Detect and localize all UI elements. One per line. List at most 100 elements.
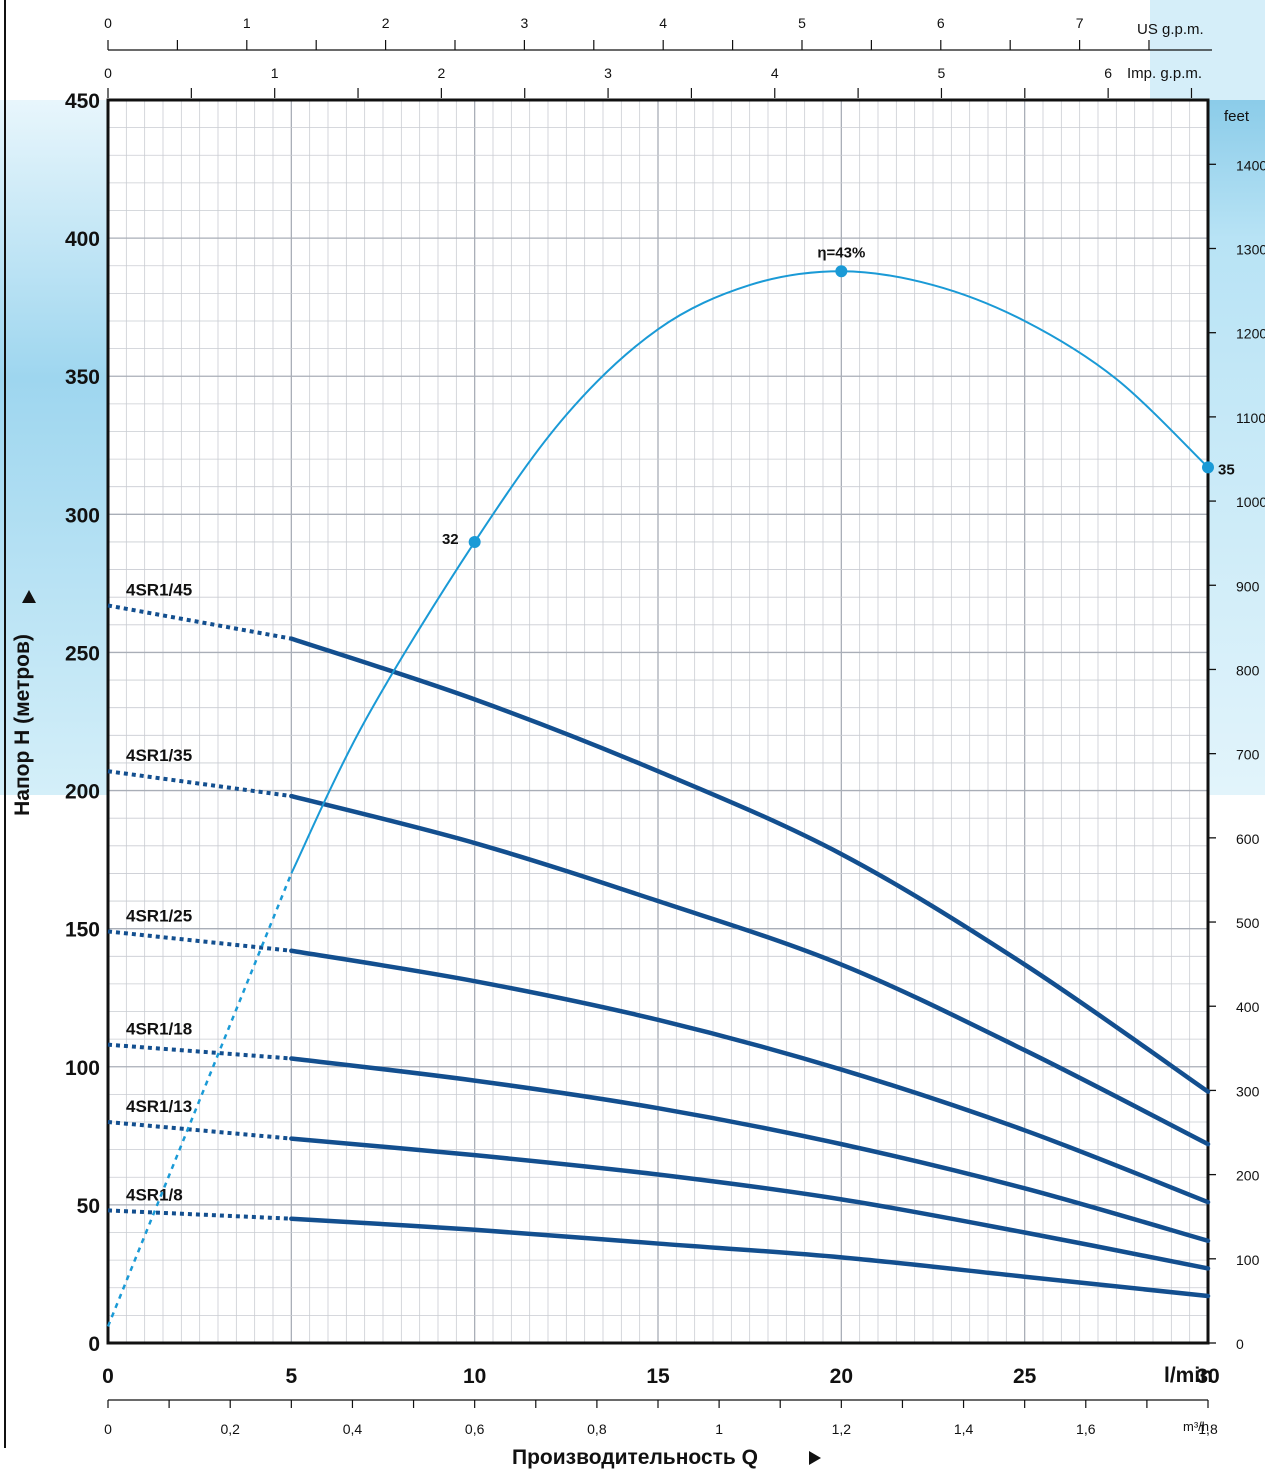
- imp-gpm-tick-label: 1: [271, 65, 279, 81]
- y-tick-label: 300: [65, 504, 100, 527]
- us-gpm-tick-label: 4: [659, 15, 667, 31]
- series-4SR1-35: 4SR1/35: [107, 746, 1211, 1147]
- feet-tick-label: 1200: [1236, 326, 1265, 342]
- x-axis-arrow-icon: [809, 1451, 821, 1465]
- series-line: [289, 1216, 1211, 1299]
- x-tick-label: 5: [285, 1365, 297, 1388]
- series-label: 4SR1/25: [126, 906, 192, 925]
- m3h-tick-label: 1,2: [832, 1421, 852, 1437]
- series-label: 4SR1/45: [126, 580, 192, 599]
- efficiency-marker: [468, 535, 481, 548]
- x-tick-label: 20: [830, 1365, 853, 1388]
- x-axis-lmin: 0 5 10 15 20 25 30: [102, 1365, 1220, 1388]
- feet-tick-label: 900: [1236, 578, 1260, 594]
- us-gpm-tick-label: 3: [520, 15, 528, 31]
- x-axis-top-us-gpm: 0 1 2 3 4 5 6 7: [104, 15, 1212, 51]
- efficiency-marker-label: 35: [1218, 461, 1235, 478]
- x-unit-m3h: m³/h: [1183, 1419, 1209, 1434]
- us-gpm-tick-label: 6: [937, 15, 945, 31]
- pump-curves: 4SR1/45 4SR1/35 4SR1/25 4SR1/18 4SR1/13 4SR1/…: [107, 580, 1211, 1299]
- y-tick-label: 350: [65, 366, 100, 389]
- m3h-tick-label: 1,6: [1076, 1421, 1096, 1437]
- efficiency-curve: 32 η=43% 35: [106, 244, 1235, 1327]
- m3h-tick-label: 0,6: [465, 1421, 485, 1437]
- imp-gpm-tick-label: 5: [938, 65, 946, 81]
- feet-tick-label: 700: [1236, 747, 1260, 763]
- m3h-tick-label: 1,4: [954, 1421, 974, 1437]
- series-line: [289, 948, 1211, 1205]
- efficiency-marker: [835, 265, 848, 278]
- x-tick-label: 30: [1196, 1365, 1219, 1388]
- y-tick-label: 150: [65, 919, 100, 942]
- series-4SR1-18: 4SR1/18: [107, 1020, 1211, 1244]
- x-axis-m3h: 0 0,2 0,4 0,6 0,8 1 1,2 1,4 1,6 1,8: [104, 1399, 1218, 1437]
- feet-tick-label: 0: [1236, 1336, 1244, 1352]
- series-dashed-segment: [107, 1208, 292, 1221]
- series-dashed-segment: [107, 603, 292, 641]
- feet-tick-label: 1000: [1236, 494, 1265, 510]
- us-gpm-tick-label: 1: [243, 15, 251, 31]
- y-tick-label: 450: [65, 90, 100, 113]
- efficiency-dashed-segment: [106, 872, 293, 1327]
- m3h-tick-label: 0: [104, 1421, 112, 1437]
- efficiency-marker: [1202, 461, 1214, 474]
- water-band-right: [1208, 0, 1265, 795]
- efficiency-marker-label: η=43%: [817, 244, 865, 261]
- imp-gpm-tick-label: 4: [771, 65, 779, 81]
- efficiency-marker-label: 32: [442, 531, 459, 548]
- y-tick-label: 250: [65, 642, 100, 665]
- y-tick-label: 200: [65, 781, 100, 804]
- series-4SR1-25: 4SR1/25: [107, 906, 1211, 1205]
- feet-tick-label: 800: [1236, 662, 1260, 678]
- m3h-tick-label: 1: [715, 1421, 723, 1437]
- m3h-tick-label: 1,8: [1198, 1421, 1218, 1437]
- series-dashed-segment: [107, 769, 292, 799]
- series-label: 4SR1/8: [126, 1185, 183, 1204]
- x-tick-label: 15: [646, 1365, 670, 1388]
- imp-gpm-tick-label: 0: [104, 65, 112, 81]
- x-tick-label: 0: [102, 1365, 114, 1388]
- series-4SR1-13: 4SR1/13: [107, 1097, 1211, 1271]
- x-axis-top-imp-gpm: 0 1 2 3 4 5 6: [104, 65, 1193, 98]
- series-label: 4SR1/35: [126, 746, 192, 765]
- imp-gpm-tick-label: 6: [1104, 65, 1112, 81]
- series-4SR1-8: 4SR1/8: [107, 1185, 1211, 1299]
- series-line: [289, 636, 1211, 1094]
- feet-tick-label: 600: [1236, 831, 1260, 847]
- top-unit-imp: Imp. g.p.m.: [1127, 65, 1202, 82]
- series-dashed-segment: [107, 1120, 292, 1141]
- top-unit-us: US g.p.m.: [1137, 21, 1204, 38]
- m3h-tick-label: 0,4: [343, 1421, 363, 1437]
- x-axis-title: Производительность Q: [512, 1446, 758, 1469]
- feet-tick-label: 1300: [1236, 241, 1265, 257]
- feet-tick-label: 100: [1236, 1252, 1260, 1268]
- feet-tick-label: 200: [1236, 1168, 1260, 1184]
- water-background: [0, 0, 1265, 795]
- series-line: [289, 793, 1211, 1147]
- imp-gpm-tick-label: 3: [604, 65, 612, 81]
- water-band-left: [0, 100, 108, 795]
- y-axis-right-feet: 0 100 200 300 400 500 600 700 800 900 1000 1100 1200…: [1208, 157, 1265, 1352]
- imp-gpm-tick-label: 2: [437, 65, 445, 81]
- series-dashed-segment: [107, 1042, 292, 1061]
- series-label: 4SR1/13: [126, 1097, 192, 1116]
- grid: [108, 100, 1208, 1343]
- us-gpm-tick-label: 7: [1076, 15, 1084, 31]
- series-label: 4SR1/18: [126, 1020, 192, 1039]
- feet-tick-label: 400: [1236, 999, 1260, 1015]
- y-tick-label: 50: [77, 1195, 100, 1218]
- feet-tick-label: 500: [1236, 915, 1260, 931]
- x-tick-label: 10: [463, 1365, 486, 1388]
- feet-tick-label: 1400: [1236, 157, 1265, 173]
- series-line: [289, 1136, 1211, 1271]
- m3h-tick-label: 0,8: [587, 1421, 607, 1437]
- y-tick-label: 0: [88, 1333, 100, 1356]
- y-axis-left: 0 50 100 150 200 250 300 350 400 450: [65, 90, 100, 1356]
- efficiency-line: [290, 270, 1209, 874]
- x-unit-lmin: l/min: [1164, 1364, 1213, 1387]
- series-4SR1-45: 4SR1/45: [107, 580, 1211, 1094]
- us-gpm-tick-label: 0: [104, 15, 112, 31]
- y-axis-title: Напор H (метров): [11, 634, 34, 816]
